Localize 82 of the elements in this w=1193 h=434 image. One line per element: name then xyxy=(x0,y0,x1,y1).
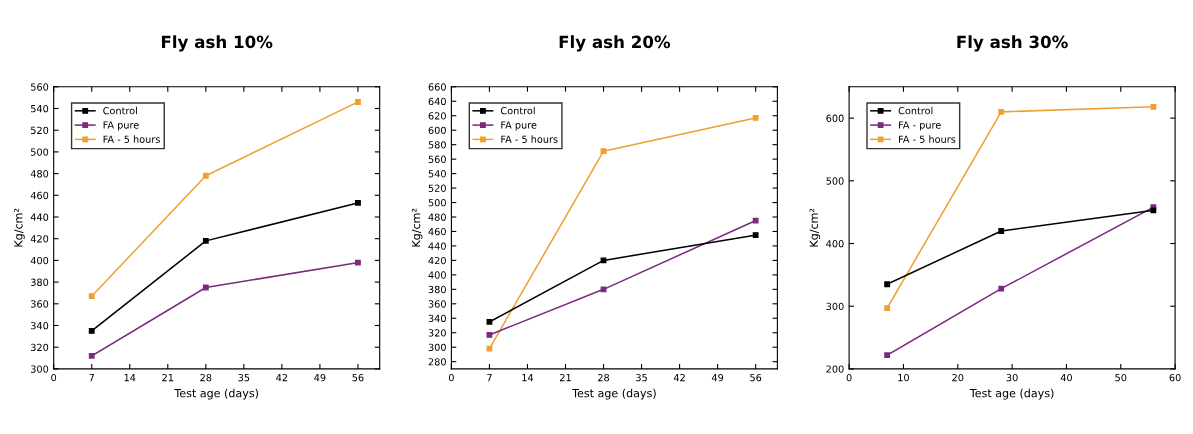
x-tick-label: 7 xyxy=(487,374,492,382)
y-tick-label: 520 xyxy=(31,126,49,135)
legend-label: FA - 5 hours xyxy=(899,135,956,143)
x-tick-label: 14 xyxy=(124,374,136,382)
x-tick-label: 7 xyxy=(89,374,94,382)
x-tick-label: 14 xyxy=(522,374,534,382)
x-tick-label: 21 xyxy=(560,373,571,382)
x-tick-label: 56 xyxy=(750,373,762,382)
x-tick-label: 56 xyxy=(352,373,364,382)
y-tick-label: 300 xyxy=(428,343,446,352)
y-tick-label: 480 xyxy=(428,213,446,221)
y-tick-label: 500 xyxy=(428,199,446,207)
chart-title: Fly ash 30% xyxy=(957,35,1068,52)
y-tick-label: 340 xyxy=(31,321,49,330)
x-tick-label: 60 xyxy=(1169,373,1181,382)
y-tick-label: 560 xyxy=(31,83,49,91)
x-axis-title: Test age (days) xyxy=(174,388,258,400)
y-tick-label: 580 xyxy=(428,141,446,149)
legend-label: FA - 5 hours xyxy=(501,135,558,143)
y-tick-label: 320 xyxy=(428,329,446,337)
x-tick-label: 28 xyxy=(200,373,212,382)
y-tick-label: 540 xyxy=(31,104,49,113)
y-tick-label: 540 xyxy=(428,170,446,178)
y-tick-label: 400 xyxy=(428,271,446,279)
x-tick-label: 35 xyxy=(238,373,250,382)
y-tick-label: 460 xyxy=(428,227,446,236)
y-tick-label: 340 xyxy=(428,314,446,323)
legend-label: Control xyxy=(103,106,137,115)
x-tick-label: 42 xyxy=(276,373,288,382)
x-tick-label: 0 xyxy=(846,373,852,382)
y-tick-label: 500 xyxy=(826,177,844,185)
legend-label: FA - pure xyxy=(899,121,941,131)
y-tick-label: 360 xyxy=(428,300,446,308)
x-tick-label: 28 xyxy=(598,373,610,382)
x-tick-label: 49 xyxy=(314,373,326,382)
y-tick-label: 600 xyxy=(428,126,446,135)
x-tick-label: 40 xyxy=(1060,373,1072,382)
x-tick-label: 50 xyxy=(1115,373,1127,382)
y-tick-label: 520 xyxy=(428,184,446,192)
x-tick-label: 21 xyxy=(162,373,174,382)
x-tick-label: 35 xyxy=(636,373,647,382)
y-tick-label: 300 xyxy=(31,365,49,373)
y-tick-label: 380 xyxy=(428,285,446,294)
y-tick-label: 480 xyxy=(30,170,49,178)
y-tick-label: 420 xyxy=(30,235,49,243)
legend-label: Control xyxy=(898,106,933,115)
y-axis-title: Kg/cm² xyxy=(14,208,25,247)
y-tick-label: 560 xyxy=(428,155,446,163)
y-tick-label: 640 xyxy=(428,97,446,106)
x-tick-label: 0 xyxy=(51,373,57,382)
y-tick-label: 660 xyxy=(428,83,446,91)
y-tick-label: 400 xyxy=(30,256,49,265)
y-tick-label: 460 xyxy=(30,191,49,200)
y-tick-label: 500 xyxy=(31,148,49,156)
y-axis-title: Kg/cm² xyxy=(411,208,423,247)
x-axis-title: Test age (days) xyxy=(572,388,656,400)
y-tick-label: 200 xyxy=(826,365,844,373)
x-tick-label: 10 xyxy=(898,373,909,382)
y-tick-label: 320 xyxy=(31,343,49,352)
y-tick-label: 360 xyxy=(31,300,49,308)
y-tick-label: 620 xyxy=(428,112,446,120)
x-tick-label: 42 xyxy=(673,373,685,382)
chart-title: Fly ash 10% xyxy=(161,35,273,52)
x-tick-label: 0 xyxy=(448,373,454,382)
y-tick-label: 600 xyxy=(826,114,844,122)
x-tick-label: 20 xyxy=(952,373,964,382)
x-axis-title: Test age (days) xyxy=(969,388,1054,400)
legend-label: Control xyxy=(500,106,535,115)
chart-title: Fly ash 20% xyxy=(559,35,671,52)
y-tick-label: 440 xyxy=(428,242,446,250)
y-tick-label: 280 xyxy=(428,358,446,366)
x-tick-label: 49 xyxy=(711,373,724,382)
y-tick-label: 440 xyxy=(30,213,49,221)
x-tick-label: 30 xyxy=(1006,373,1018,382)
y-tick-label: 420 xyxy=(428,256,446,265)
legend-label: FA - 5 hours xyxy=(103,135,160,143)
legend-label: FA pure xyxy=(501,121,537,131)
y-axis-title: Kg/cm² xyxy=(809,208,821,247)
y-tick-label: 400 xyxy=(826,240,844,248)
legend-label: FA pure xyxy=(103,121,139,131)
y-tick-label: 380 xyxy=(31,278,49,286)
y-tick-label: 300 xyxy=(826,302,844,311)
